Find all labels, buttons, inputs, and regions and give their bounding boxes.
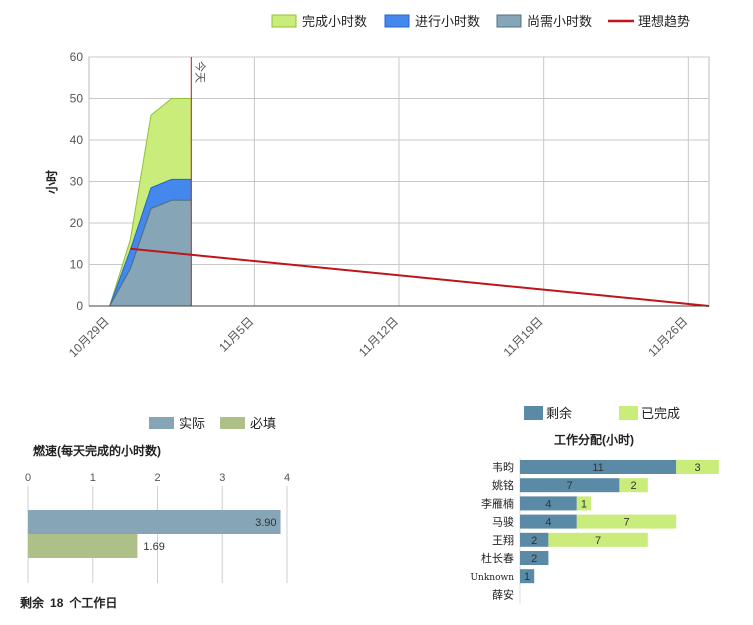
person-name-label: 马骏 [492, 515, 514, 529]
completed-hours-bar [619, 478, 648, 493]
remaining-days-value: 18 [50, 596, 64, 610]
bar-value-label: 7 [567, 480, 573, 492]
required-velocity-bar [28, 534, 138, 558]
x-tick-label: 11月12日 [356, 314, 401, 359]
completed-hours-bar [576, 496, 591, 511]
person-name-label: 薛安 [492, 587, 514, 601]
completed-hours-bar [576, 514, 677, 529]
bar-value-label: 1 [581, 498, 587, 510]
completed-hours-area [109, 98, 192, 306]
legend-label: 必填 [250, 416, 276, 431]
remaining-hours-bar [520, 496, 577, 511]
remaining-hours-bar [520, 551, 549, 565]
x-tick-label: 11月26日 [645, 314, 690, 359]
completed-hours-line [109, 98, 192, 307]
legend-swatch [220, 417, 245, 429]
legend-label: 尚需小时数 [527, 14, 592, 29]
bar-value-label: 1.69 [143, 541, 164, 553]
bar-value-label: 2 [631, 480, 637, 492]
bar-value-label: 4 [545, 517, 551, 529]
legend-label: 实际 [179, 416, 205, 431]
legend-label: 理想趋势 [638, 14, 690, 29]
legend-swatch [524, 406, 543, 420]
legend-label: 完成小时数 [302, 14, 367, 29]
y-tick-label: 30 [70, 175, 84, 189]
legend-item: 完成小时数 [271, 14, 367, 29]
remaining-hours-line [109, 199, 192, 307]
y-tick-label: 50 [70, 92, 84, 106]
legend-label: 已完成 [641, 406, 680, 421]
legend-item: 剩余 [524, 406, 572, 421]
legend-label: 进行小时数 [415, 14, 480, 29]
bar-value-label: 7 [595, 535, 601, 547]
y-tick-label: 60 [70, 50, 84, 64]
person-name-label: 杜长春 [481, 551, 514, 565]
bar-value-label: 11 [592, 462, 603, 474]
actual-velocity-bar [28, 510, 281, 534]
assignment-title: 工作分配(小时) [554, 432, 634, 447]
person-name-label: 姚铭 [492, 478, 514, 492]
completed-hours-bar [548, 532, 648, 547]
remaining-hours-area [109, 200, 192, 306]
legend-swatch [149, 417, 174, 429]
bar-value-label: 2 [531, 553, 537, 565]
completed-hours-bar [676, 460, 719, 474]
remaining-hours-bar [520, 514, 577, 529]
remaining-days-text: 剩余 18 个工作日 [20, 595, 117, 610]
person-name-label: 王翔 [492, 533, 514, 547]
legend-swatch [384, 14, 410, 28]
x-tick-label: 11月19日 [501, 314, 546, 359]
today-marker-label: 今天 [193, 61, 207, 83]
remaining-hours-bar [520, 460, 677, 474]
y-tick-label: 10 [70, 258, 84, 272]
person-name-label: Unknown [470, 573, 514, 583]
bar-value-label: 1 [524, 571, 530, 583]
bar-value-label: 4 [545, 498, 551, 510]
legend-item: 进行小时数 [384, 14, 480, 29]
bar-value-label: 2 [531, 535, 537, 547]
legend-swatch [619, 406, 638, 420]
y-tick-label: 0 [76, 299, 83, 313]
x-tick-label: 1 [90, 472, 96, 484]
y-tick-label: 40 [70, 133, 84, 147]
remaining-hours-bar [520, 569, 535, 584]
legend-swatch [271, 14, 297, 28]
x-tick-label: 0 [25, 472, 31, 484]
in-progress-hours-line [109, 178, 192, 307]
velocity-title: 燃速(每天完成的小时数) [33, 443, 161, 458]
x-tick-label: 3 [219, 472, 225, 484]
x-tick-label: 11月5日 [216, 314, 256, 354]
remaining-suffix: 个工作日 [68, 595, 117, 610]
ideal-trend-line [130, 247, 710, 307]
legend-label: 剩余 [546, 406, 572, 421]
bar-value-label: 3 [694, 462, 700, 474]
burndown-chart: 0 10 20 30 40 50 60 10月29日 11月5日 11月12日 11月19日 11月2… [44, 14, 710, 360]
legend-swatch [496, 14, 522, 28]
legend-item: 实际 [149, 416, 205, 431]
x-tick-label: 4 [284, 472, 290, 484]
legend-item: 尚需小时数 [496, 14, 592, 29]
y-axis-label: 小时 [44, 170, 59, 194]
remaining-prefix: 剩余 [20, 595, 45, 610]
person-name-label: 韦昀 [492, 460, 514, 474]
remaining-hours-bar [520, 478, 620, 493]
in-progress-hours-area [109, 179, 192, 306]
remaining-hours-bar [520, 532, 549, 547]
bar-value-label: 3.90 [255, 517, 276, 529]
person-name-label: 李雁楠 [481, 496, 514, 510]
x-tick-label: 10月29日 [66, 314, 112, 360]
x-tick-label: 2 [154, 472, 160, 484]
legend-item: 必填 [220, 416, 276, 431]
legend-item: 已完成 [619, 406, 680, 421]
legend-item: 理想趋势 [608, 14, 690, 29]
bar-value-label: 7 [623, 517, 629, 529]
y-tick-label: 20 [70, 216, 84, 230]
